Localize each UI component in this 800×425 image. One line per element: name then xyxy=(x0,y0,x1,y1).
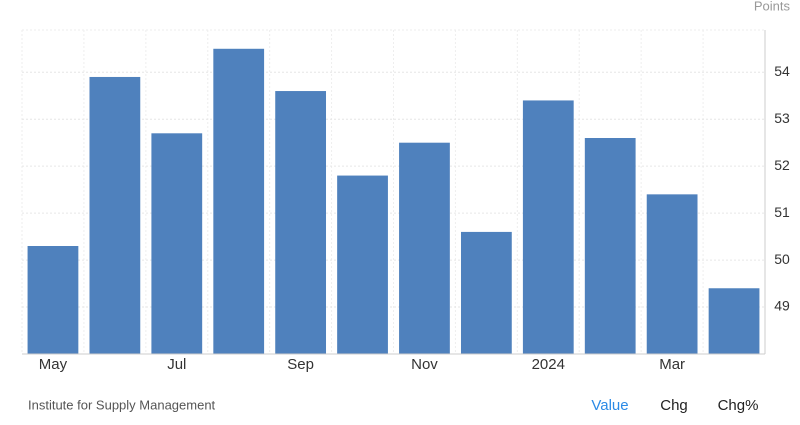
bar xyxy=(337,175,388,354)
bar xyxy=(213,48,265,355)
y-tick-label: 49 xyxy=(774,298,790,314)
y-tick-label: 50 xyxy=(774,251,790,267)
bar xyxy=(708,288,760,354)
tab-chg-pct[interactable]: Chg% xyxy=(718,397,759,414)
bar xyxy=(646,194,698,354)
bar xyxy=(151,133,203,354)
x-tick-label: Mar xyxy=(659,356,685,373)
bar xyxy=(399,142,450,354)
bar xyxy=(275,91,327,354)
x-tick-label: Jul xyxy=(167,356,186,373)
unit-label: Points xyxy=(754,0,791,13)
x-tick-label: May xyxy=(39,356,68,373)
bar xyxy=(522,100,574,354)
bar xyxy=(460,231,512,354)
x-tick-label: 2024 xyxy=(532,356,565,373)
tab-value[interactable]: Value xyxy=(591,397,628,414)
y-tick-label: 54 xyxy=(774,63,790,79)
bar xyxy=(89,76,141,355)
bar xyxy=(584,138,636,354)
y-tick-label: 53 xyxy=(774,110,790,126)
x-tick-label: Nov xyxy=(411,356,438,373)
x-tick-label: Sep xyxy=(287,356,314,373)
y-tick-label: 52 xyxy=(774,157,790,173)
y-tick-label: 51 xyxy=(774,204,790,220)
bar xyxy=(27,246,79,354)
tab-chg[interactable]: Chg xyxy=(660,397,688,414)
source: Institute for Supply Management xyxy=(28,397,216,412)
